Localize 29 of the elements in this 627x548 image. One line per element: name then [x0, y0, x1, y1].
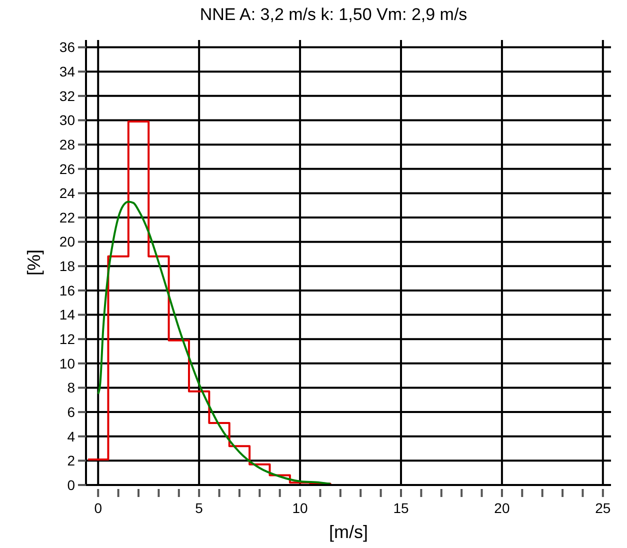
y-tick-label: 24: [59, 185, 76, 202]
x-axis-title: [m/s]: [329, 522, 368, 542]
y-tick-label: 10: [59, 355, 76, 372]
x-tick-label: 15: [393, 500, 409, 516]
y-tick-label: 18: [59, 258, 76, 274]
y-tick-label: 16: [59, 282, 76, 298]
x-tick-label: 0: [94, 500, 102, 516]
y-tick-label: 20: [59, 234, 76, 250]
y-tick-label: 32: [59, 88, 76, 104]
y-axis-title: [%]: [24, 249, 44, 276]
x-tick-label: 10: [292, 500, 308, 516]
y-tick-label: 6: [67, 404, 76, 420]
y-tick-label: 2: [67, 452, 76, 469]
y-tick-label: 34: [59, 64, 76, 80]
y-tick-label: 0: [67, 476, 76, 493]
x-tick-label: 25: [595, 500, 611, 516]
y-tick-label: 14: [59, 306, 76, 323]
y-tick-label: 28: [59, 136, 76, 152]
y-tick-label: 26: [59, 160, 76, 177]
y-tick-label: 12: [59, 331, 76, 347]
y-tick-label: 36: [59, 39, 76, 56]
y-tick-label: 8: [67, 380, 76, 396]
y-tick-label: 22: [59, 209, 76, 226]
line-series: [97, 200, 332, 485]
y-tick-label: 30: [59, 112, 76, 128]
chart-title: NNE A: 3,2 m/s k: 1,50 Vm: 2,9 m/s: [200, 5, 468, 24]
y-tick-label: 4: [67, 428, 76, 444]
x-tick-label: 5: [195, 500, 204, 516]
x-tick-label: 20: [494, 500, 510, 516]
